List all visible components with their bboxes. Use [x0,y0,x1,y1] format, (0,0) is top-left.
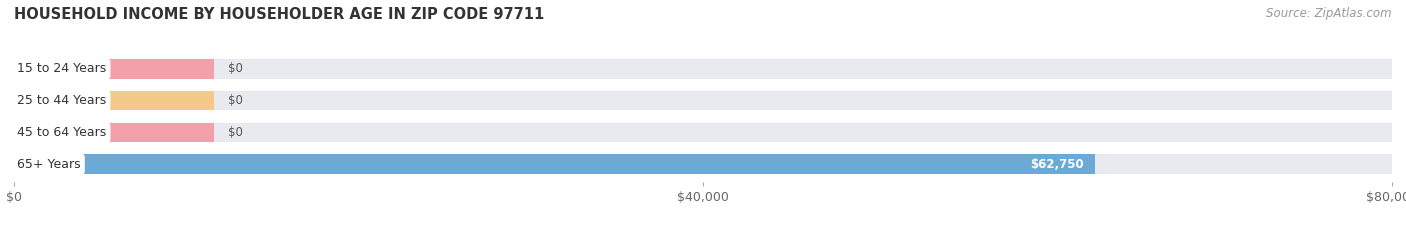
Text: 15 to 24 Years: 15 to 24 Years [17,62,105,75]
Bar [14,123,1392,142]
Bar [14,59,1392,79]
Text: $0: $0 [228,126,242,139]
Bar [14,91,1392,110]
Text: Source: ZipAtlas.com: Source: ZipAtlas.com [1267,7,1392,20]
Bar [14,59,214,79]
Text: 65+ Years: 65+ Years [17,158,80,171]
Text: HOUSEHOLD INCOME BY HOUSEHOLDER AGE IN ZIP CODE 97711: HOUSEHOLD INCOME BY HOUSEHOLDER AGE IN Z… [14,7,544,22]
Text: $0: $0 [228,94,242,107]
Text: 25 to 44 Years: 25 to 44 Years [17,94,105,107]
Text: $62,750: $62,750 [1031,158,1084,171]
Bar [14,154,1095,174]
Bar [14,123,214,142]
Text: 45 to 64 Years: 45 to 64 Years [17,126,105,139]
Bar [14,154,1392,174]
Text: $0: $0 [228,62,242,75]
Bar [14,91,214,110]
